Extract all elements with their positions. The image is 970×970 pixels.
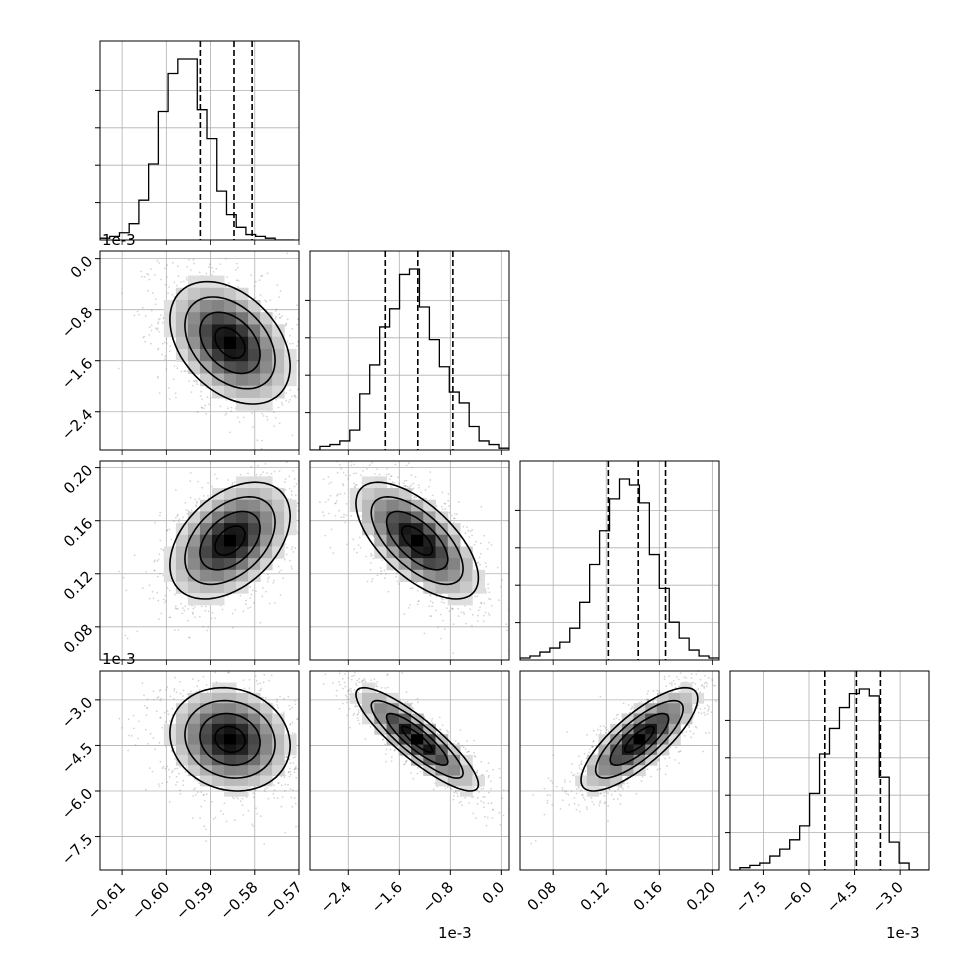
hist-frame-0 [99, 40, 300, 241]
offset-label-param3-y: 1e-3 [102, 650, 136, 668]
xtick-label: −0.59 [172, 878, 217, 923]
contour-0 [400, 525, 434, 557]
hist-panel-3 [730, 671, 929, 870]
density-frame-3-2 [519, 670, 720, 871]
density-panel-2-1 [310, 461, 509, 660]
contour-2 [184, 699, 276, 779]
contour-0 [214, 725, 246, 754]
contour-1 [199, 311, 261, 375]
contour-1 [385, 712, 449, 767]
ytick-label: −4.5 [58, 739, 96, 777]
ytick-label: −6.0 [58, 785, 96, 823]
contour-2 [594, 699, 685, 779]
contour-2 [184, 495, 276, 586]
contour-0 [400, 725, 434, 754]
contour-3 [355, 686, 480, 792]
xtick-label: 0.12 [577, 878, 613, 914]
xtick-label: −0.58 [216, 878, 261, 923]
contour-2 [184, 296, 276, 390]
hist-panel-1 [310, 251, 509, 450]
ytick-label: −0.8 [58, 303, 96, 341]
xtick-label: −0.57 [261, 878, 306, 923]
histogram-2 [520, 478, 719, 660]
contour-0 [214, 326, 246, 359]
ytick-label: 0.16 [60, 514, 96, 550]
xtick-label: −0.60 [128, 878, 173, 923]
hist-panel-0 [100, 41, 299, 240]
xtick-label: 0.08 [524, 878, 560, 914]
hist-frame-3 [729, 670, 930, 871]
xtick-label: −7.5 [732, 878, 770, 916]
contour-3 [169, 686, 292, 792]
ytick-label: 0.12 [60, 567, 96, 603]
xtick-label: −4.5 [823, 878, 861, 916]
contour-1 [609, 712, 670, 766]
contour-2 [370, 699, 464, 779]
density-frame-2-0 [99, 460, 300, 661]
ytick-label: 0.20 [60, 461, 96, 497]
density-frame-3-1 [309, 670, 510, 871]
contour-3 [169, 481, 292, 600]
xtick-label: 0.0 [479, 878, 509, 908]
histogram-1 [310, 268, 509, 450]
ytick-label: −7.5 [58, 830, 96, 868]
offset-label-param1-y: 1e-3 [102, 231, 136, 249]
hist-panel-2 [520, 461, 719, 660]
offset-label-param3-x: 1e-3 [886, 924, 920, 942]
ytick-label: −2.4 [58, 405, 96, 443]
contour-1 [199, 510, 261, 571]
ytick-label: −1.6 [58, 354, 96, 392]
density-panel-3-1 [310, 671, 509, 870]
contour-1 [385, 510, 449, 571]
density-frame-3-0 [99, 670, 300, 871]
contour-2 [370, 495, 464, 586]
histogram-3 [730, 688, 929, 870]
density-frame-1-0 [99, 250, 300, 451]
xtick-label: −2.4 [317, 878, 355, 916]
contour-0 [623, 725, 655, 754]
contour-0 [214, 525, 246, 557]
ytick-label: 0.0 [67, 252, 97, 282]
density-panel-3-0 [100, 671, 299, 870]
xtick-label: −1.6 [368, 878, 406, 916]
hist-frame-1 [309, 250, 510, 451]
xtick-label: −3.0 [868, 878, 906, 916]
density-cells [163, 476, 297, 606]
density-frame-2-1 [309, 460, 510, 661]
xtick-label: 0.16 [630, 878, 666, 914]
xtick-label: −0.8 [419, 878, 457, 916]
offset-label-param1-x: 1e-3 [438, 924, 472, 942]
contour-3 [169, 280, 292, 405]
density-panel-2-0 [100, 461, 299, 660]
ytick-label: 0.08 [60, 620, 96, 656]
xtick-label: −6.0 [777, 878, 815, 916]
histogram-0 [100, 58, 295, 240]
xtick-label: 0.20 [683, 878, 719, 914]
ytick-label: −3.0 [58, 693, 96, 731]
contour-3 [355, 481, 480, 600]
contour-1 [199, 712, 261, 767]
contour-3 [580, 686, 699, 792]
density-panel-3-2 [520, 671, 719, 870]
hist-frame-2 [519, 460, 720, 661]
xtick-label: −0.61 [84, 878, 129, 923]
density-cells [163, 275, 297, 411]
density-panel-1-0 [100, 251, 299, 450]
